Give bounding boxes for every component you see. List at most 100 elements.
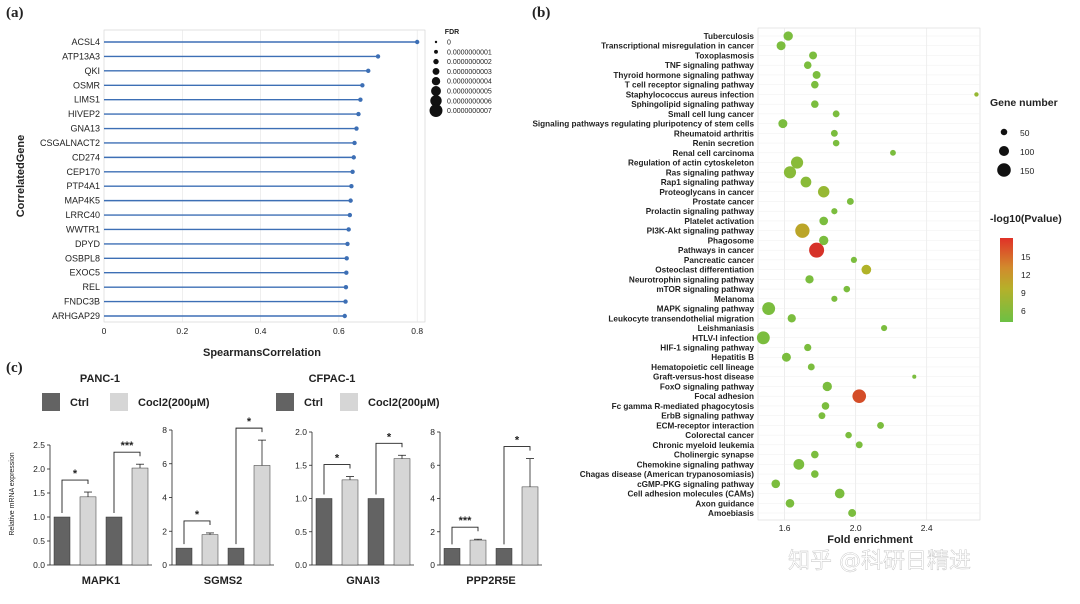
enrichment-point: [811, 470, 819, 478]
lollipop-point: [352, 140, 357, 146]
enrichment-point: [831, 295, 838, 302]
x-axis-title-a: SpearmansCorrelation: [203, 347, 321, 359]
significance-bracket: [375, 442, 403, 495]
enrichment-point: [850, 256, 857, 263]
gene-label: WWTR1: [66, 224, 100, 234]
enrichment-point: [771, 479, 781, 489]
fdr-legend-dot: [431, 86, 441, 96]
lollipop-point: [343, 284, 349, 290]
pathway-label: Ras signaling pathway: [666, 168, 755, 177]
significance-bracket: [503, 446, 531, 545]
significance-marker: *: [247, 416, 252, 428]
pathway-label: Amoebiasis: [708, 509, 754, 518]
enrichment-point: [809, 51, 818, 60]
enrichment-point: [805, 275, 814, 284]
lollipop-point: [375, 54, 381, 59]
pathway-label: Proteoglycans in cancer: [659, 188, 754, 197]
expression-bar: [469, 539, 487, 566]
pathway-label: Prostate cancer: [693, 197, 755, 206]
pathway-label: Chronic myeloid leukemia: [653, 441, 755, 450]
pathway-label: Tuberculosis: [704, 32, 755, 41]
enrichment-point: [811, 450, 819, 459]
significance-bracket: [235, 427, 263, 545]
pathway-label: TNF signaling pathway: [665, 61, 755, 70]
lollipop-point: [346, 227, 351, 232]
legend-swatch-treated: [110, 393, 128, 411]
pathway-label: Renal cell carcinoma: [673, 149, 755, 158]
pathway-label: Small cell lung cancer: [668, 110, 755, 119]
bar-subplot-mapk1: 0.00.51.01.52.02.5****MAPK1: [33, 440, 152, 587]
enrichment-point: [787, 314, 796, 323]
expression-bar: [443, 548, 461, 566]
expression-bar: [53, 516, 71, 566]
pathway-label: mTOR signaling pathway: [656, 285, 754, 294]
color-legend-label: 6: [1021, 306, 1026, 316]
gene-label: FNDC3B: [64, 297, 100, 307]
significance-bracket: [323, 464, 351, 495]
gene-label: CSGALNACT2: [40, 138, 100, 148]
gene-axis-label: PPP2R5E: [466, 575, 516, 587]
enrichment-point: [790, 156, 804, 169]
lollipop-point: [342, 313, 347, 319]
enrichment-point: [793, 458, 805, 470]
expression-bar: [393, 458, 411, 566]
significance-bracket: [183, 520, 211, 545]
gene-label: LIMS1: [74, 95, 100, 105]
y-tick-label: 2: [162, 526, 167, 536]
fdr-legend-label: 0.0000000007: [447, 108, 492, 115]
pathway-label: Chemokine signaling pathway: [637, 460, 755, 469]
fdr-legend-dot: [431, 77, 441, 86]
legend-label-treated: Cocl2(200μM): [368, 397, 440, 409]
gene-label: LRRC40: [65, 210, 100, 220]
pathway-label: Platelet activation: [684, 217, 754, 226]
fdr-legend-label: 0: [447, 40, 451, 47]
fdr-legend-label: 0.0000000002: [447, 59, 492, 66]
x-tick-label-a: 0.6: [333, 326, 345, 336]
pathway-label: cGMP-PKG signaling pathway: [637, 480, 754, 489]
enrichment-point: [778, 119, 788, 129]
pathway-label: Hematopoietic cell lineage: [651, 363, 754, 372]
pathway-label: Rap1 signaling pathway: [661, 178, 755, 187]
pathway-label: Melanoma: [714, 295, 754, 304]
significance-bracket: [61, 479, 89, 513]
y-tick-label: 2: [430, 527, 435, 537]
x-axis-title-b: Fold enrichment: [827, 534, 913, 546]
legend-swatch-treated: [340, 393, 358, 411]
pathway-label: HTLV-I infection: [692, 334, 754, 343]
enrichment-point: [783, 166, 797, 179]
x-tick-label-a: 0.8: [411, 326, 423, 336]
y-tick-label: 1.5: [33, 488, 45, 498]
y-tick-label: 0.5: [295, 527, 307, 537]
y-tick-label: 0.0: [33, 560, 45, 570]
watermark: 知乎 @科研日精进: [788, 549, 971, 574]
pathway-label: Cell adhesion molecules (CAMs): [628, 490, 755, 499]
enrichment-point: [807, 363, 815, 371]
size-legend-label: 50: [1020, 128, 1030, 138]
y-tick-label: 4: [162, 493, 167, 503]
significance-marker: ***: [121, 440, 135, 452]
enrichment-point: [832, 110, 840, 118]
pathway-label: Transcriptional misregulation in cancer: [601, 42, 755, 51]
color-legend-label: 15: [1021, 252, 1031, 262]
lollipop-point: [344, 256, 349, 261]
fdr-legend-dot: [430, 95, 442, 107]
enrichment-point: [804, 343, 812, 352]
y-tick-label: 0: [430, 560, 435, 570]
significance-marker: *: [515, 435, 520, 447]
pathway-label: Renin secretion: [693, 139, 754, 148]
gene-axis-label: GNAI3: [346, 575, 380, 587]
lollipop-point: [414, 39, 420, 45]
size-legend-title: Gene number: [990, 97, 1058, 109]
enrichment-point: [821, 402, 830, 410]
significance-bracket: [451, 526, 479, 545]
x-tick-label-b: 2.4: [921, 523, 933, 533]
expression-bar: [175, 547, 193, 566]
panel-a-lollipop-chart: 0 0.2 0.4 0.6 0.8 ACSL4 ATP13A3 QKI OSMR LIMS1 HIV…: [15, 29, 492, 359]
enrichment-point: [811, 80, 819, 89]
legend-swatch-ctrl: [276, 393, 294, 411]
fdr-legend-label: 0.0000000004: [447, 79, 492, 86]
size-legend-dot: [997, 163, 1011, 177]
legend-label-ctrl: Ctrl: [70, 397, 89, 409]
pathway-label: Rheumatoid arthritis: [674, 129, 755, 138]
expression-bar: [315, 498, 333, 566]
